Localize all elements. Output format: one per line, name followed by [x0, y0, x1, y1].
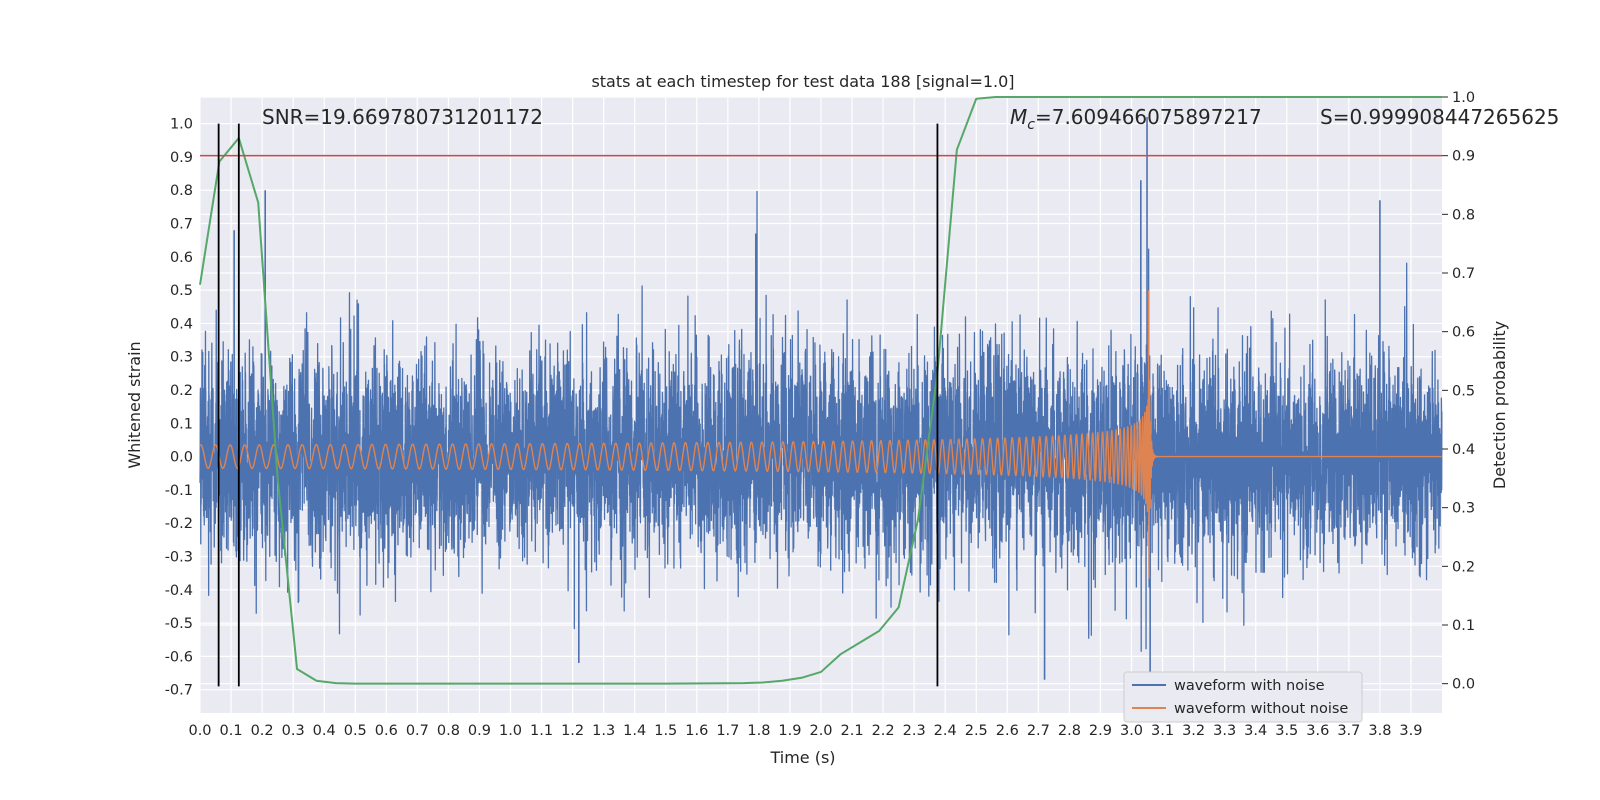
series-waveform-without-noise	[199, 290, 1443, 579]
y2-tick-label: 0.1	[1452, 618, 1475, 634]
legend-label-noise: waveform with noise	[1174, 678, 1325, 694]
x-tick-label: 1.8	[747, 723, 770, 739]
x-tick-label: 2.0	[809, 723, 832, 739]
x-tick-label: 1.3	[592, 723, 615, 739]
y-tick-label: -0.4	[165, 583, 193, 599]
y-tick-label: 0.3	[170, 350, 193, 366]
y-tick-label: -0.7	[165, 683, 193, 699]
x-tick-label: 2.4	[934, 723, 957, 739]
x-tick-label: 2.2	[872, 723, 895, 739]
x-tick-label: 0.6	[375, 723, 398, 739]
s-annotation: S=0.999908447265625	[1320, 105, 1559, 129]
x-tick-label: 2.5	[965, 723, 988, 739]
x-tick-label: 1.7	[716, 723, 739, 739]
y-tick-label: 0.2	[170, 383, 193, 399]
x-tick-label: 1.4	[623, 723, 646, 739]
y2-tick-label: 1.0	[1452, 90, 1475, 106]
y2-tick-label: 0.3	[1452, 501, 1475, 517]
y-tick-label: 1.0	[170, 117, 193, 133]
x-tick-label: 0.4	[313, 723, 336, 739]
x-tick-label: 1.1	[530, 723, 553, 739]
y2-tick-label: 0.9	[1452, 149, 1475, 165]
x-tick-label: 2.9	[1089, 723, 1112, 739]
overlay-layer	[200, 123, 1442, 687]
chart-title: stats at each timestep for test data 188…	[591, 72, 1014, 91]
y-tick-label: -0.5	[165, 616, 193, 632]
x-tick-label: 0.0	[188, 723, 211, 739]
y2-tick-label: 0.5	[1452, 383, 1475, 399]
x-tick-label: 2.7	[1027, 723, 1050, 739]
y2-tick-label: 0.8	[1452, 207, 1475, 223]
x-tick-label: 2.1	[841, 723, 864, 739]
y-tick-label: 0.4	[170, 316, 193, 332]
legend-box	[1123, 671, 1363, 723]
y-tick-label: 0.5	[170, 283, 193, 299]
y-axis-label: Whitened strain	[125, 341, 144, 468]
y2-tick-label: 0.0	[1452, 677, 1475, 693]
x-tick-label: 3.0	[1120, 723, 1143, 739]
x-tick-label: 1.0	[499, 723, 522, 739]
y-tick-label: 0.0	[170, 450, 193, 466]
y-tick-label: -0.2	[165, 516, 193, 532]
series-detection-probability	[199, 96, 1442, 685]
series-waveform-with-noise	[199, 190, 1443, 652]
y2-tick-label: 0.6	[1452, 325, 1475, 341]
y-tick-label: -0.6	[165, 649, 193, 665]
x-tick-label: 1.9	[778, 723, 801, 739]
x-tick-label: 0.5	[344, 723, 367, 739]
x-tick-label: 0.8	[437, 723, 460, 739]
y-tick-label: 0.1	[170, 416, 193, 432]
x-tick-label: 3.4	[1244, 723, 1267, 739]
x-axis-label: Time (s)	[769, 748, 835, 767]
y-tick-label: -0.1	[165, 483, 193, 499]
x-tick-label: 2.3	[903, 723, 926, 739]
x-tick-label: 1.2	[561, 723, 584, 739]
x-tick-label: 3.6	[1306, 723, 1329, 739]
y2-axis-label: Detection probability	[1490, 321, 1509, 489]
legend-label-clean: waveform without noise	[1174, 701, 1348, 717]
y-tick-label: 0.9	[170, 150, 193, 166]
mc-annotation: Mc=7.609466075897217	[1010, 105, 1262, 133]
x-tick-label: 0.7	[406, 723, 429, 739]
x-tick-label: 1.6	[685, 723, 708, 739]
x-tick-label: 3.1	[1151, 723, 1174, 739]
x-tick-label: 0.9	[468, 723, 491, 739]
y2-tick-label: 0.7	[1452, 266, 1475, 282]
x-tick-label: 3.5	[1275, 723, 1298, 739]
y-tick-label: -0.3	[165, 550, 193, 566]
x-tick-label: 3.2	[1182, 723, 1205, 739]
x-tick-label: 2.6	[996, 723, 1019, 739]
x-tick-label: 3.7	[1337, 723, 1360, 739]
x-tick-label: 0.1	[220, 723, 243, 739]
x-tick-label: 1.5	[654, 723, 677, 739]
y2-tick-label: 0.2	[1452, 559, 1475, 575]
y2-tick-label: 0.4	[1452, 442, 1475, 458]
x-tick-label: 3.3	[1213, 723, 1236, 739]
x-tick-label: 0.3	[282, 723, 305, 739]
snr-annotation: SNR=19.669780731201172	[262, 105, 543, 129]
x-tick-label: 3.8	[1368, 723, 1391, 739]
mc-value: =7.609466075897217	[1035, 105, 1262, 129]
ticks-layer: 0.0 0.1 0.2 0.3 0.4 0.5 0.6 0.7 0.8 0.9 1.0 1.1 1.2 1…	[165, 90, 1475, 739]
y-tick-label: 0.8	[170, 183, 193, 199]
mc-symbol: M	[1010, 105, 1027, 129]
y-tick-label: 0.6	[170, 250, 193, 266]
legend: waveform with noise waveform without noi…	[1123, 671, 1363, 723]
y-tick-label: 0.7	[170, 217, 193, 233]
x-tick-label: 0.2	[251, 723, 274, 739]
mc-subscript: c	[1027, 117, 1035, 133]
x-tick-label: 3.9	[1399, 723, 1422, 739]
x-tick-label: 2.8	[1058, 723, 1081, 739]
